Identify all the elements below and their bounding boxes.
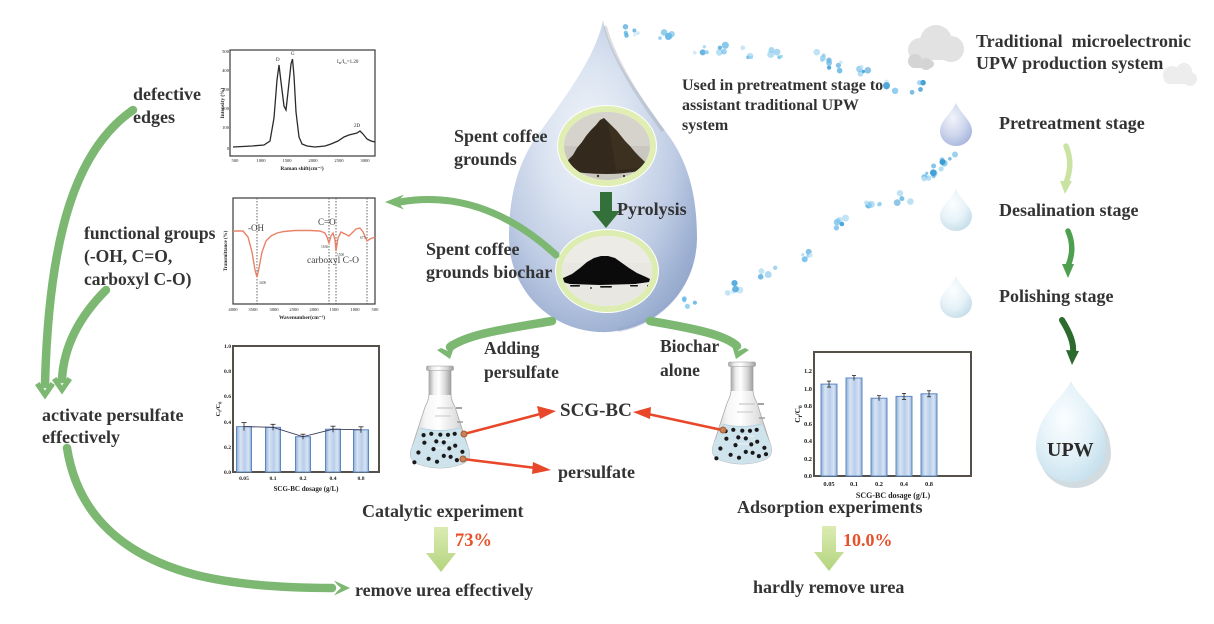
svg-text:1500: 1500 <box>329 307 339 312</box>
svg-text:G: G <box>291 52 295 57</box>
svg-text:1500: 1500 <box>282 158 292 163</box>
svg-text:1.0: 1.0 <box>224 344 231 350</box>
svg-text:0.2: 0.2 <box>875 481 883 488</box>
svg-text:0.6: 0.6 <box>224 394 231 400</box>
svg-text:0.2: 0.2 <box>300 476 307 482</box>
svg-text:carboxyl C-O: carboxyl C-O <box>307 256 359 266</box>
svg-text:100: 100 <box>222 125 230 130</box>
svg-text:-OH: -OH <box>248 223 264 233</box>
svg-text:D: D <box>276 58 280 63</box>
svg-text:4000: 4000 <box>228 307 238 312</box>
svg-text:0.1: 0.1 <box>850 481 858 488</box>
svg-text:500: 500 <box>222 49 230 54</box>
svg-text:SCG-BC dosage (g/L): SCG-BC dosage (g/L) <box>274 485 340 493</box>
svg-text:0.2: 0.2 <box>804 456 812 463</box>
svg-text:SCG-BC dosage (g/L): SCG-BC dosage (g/L) <box>856 491 931 500</box>
svg-text:0.0: 0.0 <box>804 473 812 480</box>
svg-text:3000: 3000 <box>360 158 370 163</box>
svg-text:Wavenumber(cm⁻¹): Wavenumber(cm⁻¹) <box>279 314 325 321</box>
svg-text:0: 0 <box>227 146 230 151</box>
svg-text:0.05: 0.05 <box>823 481 834 488</box>
svg-text:500: 500 <box>372 307 380 312</box>
svg-text:0.4: 0.4 <box>224 420 231 426</box>
svg-text:0.4: 0.4 <box>804 438 813 445</box>
svg-text:Raman shift(cm⁻¹): Raman shift(cm⁻¹) <box>280 165 323 172</box>
svg-text:0.4: 0.4 <box>900 481 909 488</box>
svg-text:2500: 2500 <box>289 307 299 312</box>
svg-text:0.8: 0.8 <box>804 403 812 410</box>
svg-text:C=O: C=O <box>318 217 336 227</box>
svg-text:0.4: 0.4 <box>330 476 337 482</box>
svg-text:3500: 3500 <box>248 307 258 312</box>
svg-text:2500: 2500 <box>334 158 344 163</box>
svg-text:Cf/C0: Cf/C0 <box>215 401 223 417</box>
svg-text:3000: 3000 <box>269 307 279 312</box>
svg-text:1500: 1500 <box>337 253 344 257</box>
svg-text:1.0: 1.0 <box>804 386 812 393</box>
svg-text:400: 400 <box>222 68 230 73</box>
svg-text:0.8: 0.8 <box>358 476 365 482</box>
svg-text:1000: 1000 <box>256 158 266 163</box>
svg-text:Intensity (%): Intensity (%) <box>219 87 226 118</box>
svg-text:2D: 2D <box>354 124 361 129</box>
svg-text:1.2: 1.2 <box>804 368 812 375</box>
svg-text:2000: 2000 <box>308 158 318 163</box>
svg-text:1636: 1636 <box>321 245 328 249</box>
svg-text:1000: 1000 <box>350 307 360 312</box>
svg-text:2000: 2000 <box>309 307 319 312</box>
svg-text:0.6: 0.6 <box>804 421 813 428</box>
svg-text:0.8: 0.8 <box>925 481 933 488</box>
svg-text:Transmittance (%): Transmittance (%) <box>224 230 229 271</box>
svg-text:675: 675 <box>360 236 366 240</box>
svg-text:0.2: 0.2 <box>224 445 231 451</box>
svg-text:0.0: 0.0 <box>224 470 231 476</box>
svg-text:Cf/C0: Cf/C0 <box>793 405 804 423</box>
svg-text:500: 500 <box>232 158 240 163</box>
svg-text:3400: 3400 <box>259 281 266 285</box>
svg-text:ID/IG=1.20: ID/IG=1.20 <box>337 60 359 65</box>
svg-text:0.05: 0.05 <box>239 476 249 482</box>
svg-text:0.8: 0.8 <box>224 369 231 375</box>
svg-text:300: 300 <box>222 87 230 92</box>
svg-text:200: 200 <box>222 106 230 111</box>
svg-text:0.1: 0.1 <box>270 476 277 482</box>
